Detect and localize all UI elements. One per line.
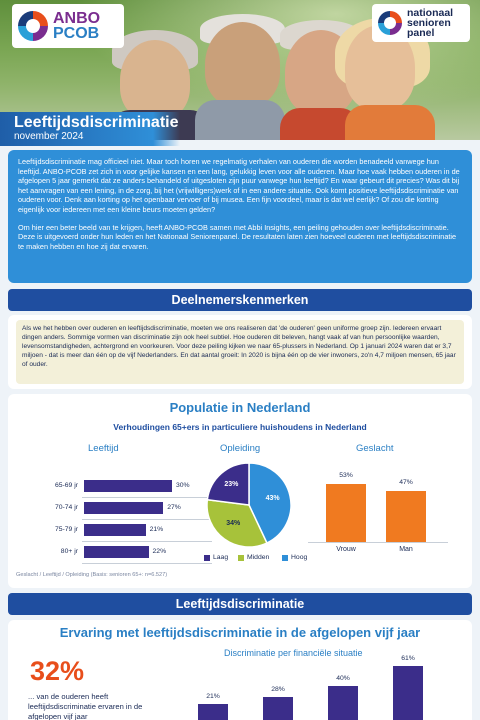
big-percentage: 32% — [30, 656, 85, 686]
legend-swatch — [282, 554, 288, 561]
header-photo: ANBO PCOB nationaal senioren panel — [0, 0, 480, 140]
logo-text-nationaal: nationaal — [407, 7, 454, 19]
page-title: Leeftijdsdiscriminatie — [14, 114, 179, 131]
logo-text-senioren: senioren — [407, 17, 451, 29]
legend-label: Midden — [247, 554, 270, 561]
nationaal-seniorenpanel-logo: nationaal senioren panel — [372, 4, 470, 42]
age-bar-label: 70-74 jr — [54, 504, 78, 511]
sex-bar-value: 53% — [339, 472, 353, 479]
age-bar-value: 30% — [176, 482, 190, 489]
financial-bar-value: 61% — [401, 655, 415, 662]
age-bar-label: 80+ jr — [60, 548, 78, 555]
page-date: november 2024 — [14, 131, 84, 142]
financial-chart-title: Discriminatie per financiële situatie — [224, 648, 363, 658]
panel-logo-icon — [378, 11, 402, 35]
population-title: Populatie in Nederland — [169, 400, 311, 415]
legend-item: Hoog — [282, 554, 307, 561]
financial-bar — [393, 666, 423, 720]
age-gridline — [82, 497, 212, 498]
sex-bar — [326, 484, 366, 542]
anbo-pcob-logo: ANBO PCOB — [12, 4, 124, 48]
age-gridline — [82, 519, 212, 520]
intro-box: Leeftijdsdiscriminatie mag officieel nie… — [8, 150, 472, 283]
financial-bar — [328, 685, 358, 720]
pie-slice-label: 34% — [226, 520, 241, 528]
age-bar-row: 70-74 jr 27% — [18, 500, 218, 516]
legend-swatch — [204, 554, 210, 561]
age-bar — [84, 524, 146, 536]
age-bar-row: 75-79 jr 21% — [18, 522, 218, 538]
age-bar — [84, 502, 164, 514]
experience-card: Ervaring met leeftijdsdiscriminatie in d… — [8, 620, 472, 720]
title-band: Leeftijdsdiscriminatie november 2024 — [0, 112, 180, 146]
legend-item: Laag — [204, 554, 228, 561]
legend-label: Hoog — [291, 554, 308, 561]
sex-bar-label: Man — [399, 546, 413, 553]
group-label-age: Leeftijd — [88, 443, 119, 454]
age-bar — [84, 480, 172, 492]
big-percentage-text: ... van de ouderen heeft leeftijdsdiscri… — [28, 692, 143, 720]
pie-slice-label: 43% — [265, 494, 280, 502]
population-card: Populatie in Nederland Verhoudingen 65+e… — [8, 394, 472, 588]
legend-label: Laag — [213, 554, 229, 561]
age-gridline — [82, 541, 212, 542]
experience-title: Ervaring met leeftijdsdiscriminatie in d… — [59, 625, 421, 640]
group-label-education: Opleiding — [220, 443, 261, 454]
population-subtitle: Verhoudingen 65+ers in particuliere huis… — [113, 422, 367, 432]
deelnemers-text: Als we het hebben over ouderen en leefti… — [16, 320, 464, 384]
logo-text-panel: panel — [407, 27, 435, 39]
intro-paragraph-2: Om hier een beter beeld van te krijgen, … — [18, 222, 457, 251]
financial-bar — [198, 704, 228, 720]
population-source: Geslacht / Leeftijd / Opleiding (Basis: … — [16, 572, 168, 578]
pie-slice-laag — [206, 462, 250, 506]
logo-text-pcob: PCOB — [53, 25, 100, 42]
age-gridline — [82, 563, 212, 564]
intro-paragraph-1: Leeftijdsdiscriminatie mag officieel nie… — [18, 157, 460, 214]
pie-slice-hoog — [248, 462, 292, 545]
age-bar-label: 65-69 jr — [54, 482, 78, 489]
sex-baseline — [308, 542, 448, 543]
section-header-leeftijdsdiscriminatie: Leeftijdsdiscriminatie — [8, 593, 472, 615]
sex-bar-label: Vrouw — [336, 546, 356, 553]
financial-bar-value: 40% — [336, 674, 350, 682]
deelnemers-card: Als we het hebben over ouderen en leefti… — [8, 315, 472, 389]
financial-bar-value: 21% — [206, 693, 220, 701]
age-bar-row: 65-69 jr 30% — [18, 478, 218, 494]
age-bar-value: 21% — [149, 526, 164, 533]
age-bar-label: 75-79 jr — [54, 526, 78, 533]
anbo-logo-icon — [18, 11, 48, 41]
section-header-deelnemers: Deelnemerskenmerken — [8, 289, 472, 311]
sex-bar-value: 47% — [399, 478, 413, 486]
age-bar-row: 80+ jr 22% — [18, 544, 218, 560]
group-label-sex: Geslacht — [356, 443, 394, 454]
legend-item: Midden — [238, 554, 269, 561]
financial-bar — [263, 697, 293, 720]
sex-bar — [386, 490, 426, 542]
legend-swatch — [238, 554, 244, 561]
pie-slice-label: 23% — [224, 481, 239, 489]
pie-slice-midden — [206, 498, 268, 548]
logo-text-anbo: ANBO — [53, 10, 101, 27]
age-bar — [84, 546, 149, 558]
financial-bar-value: 28% — [271, 686, 285, 694]
education-pie-chart — [206, 462, 292, 548]
age-bar-value: 27% — [167, 504, 181, 511]
age-bar-value: 22% — [152, 548, 167, 555]
